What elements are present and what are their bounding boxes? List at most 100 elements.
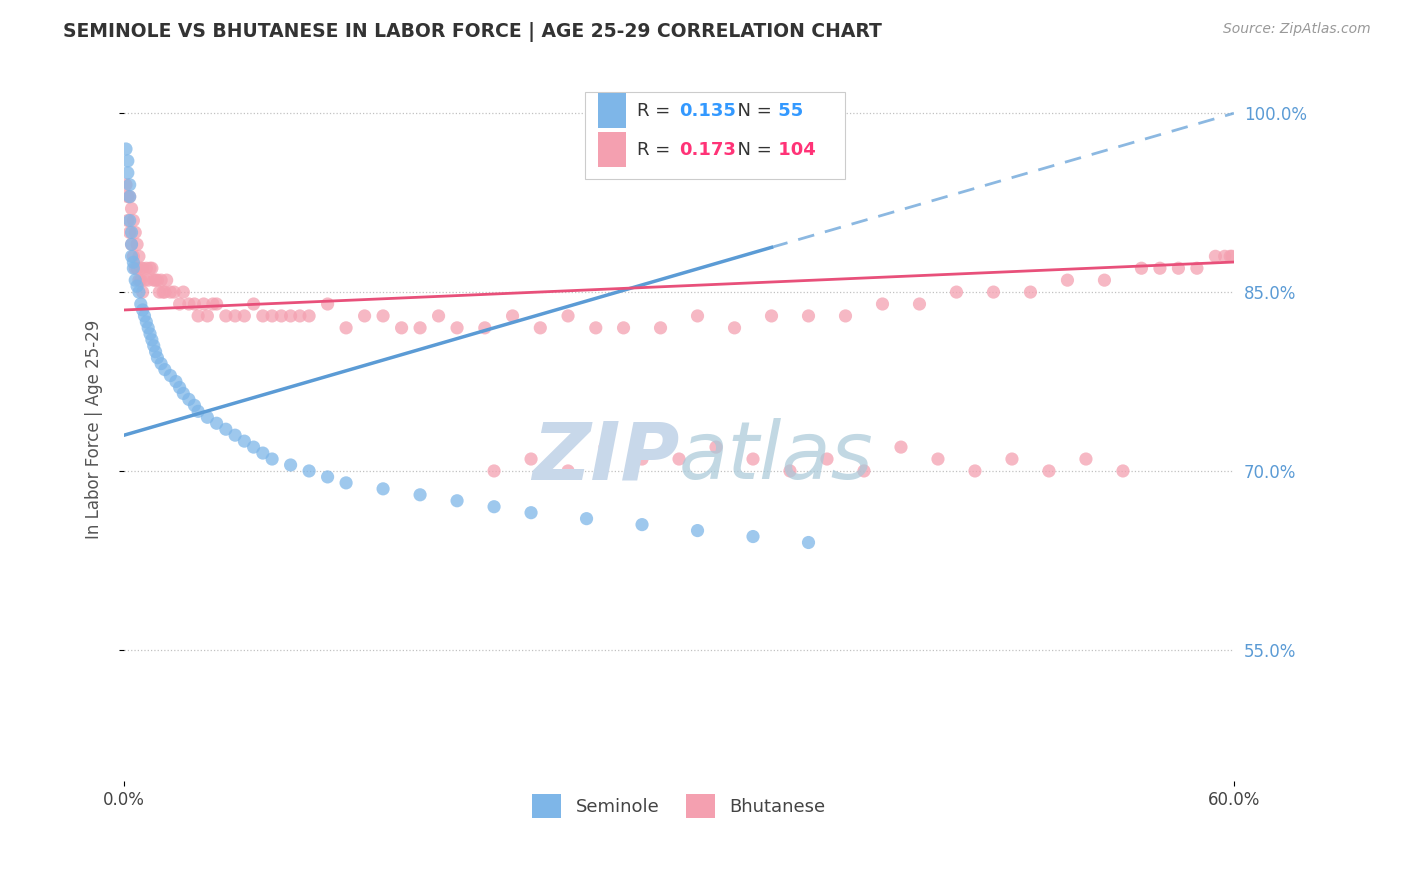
Point [117,166,139,180]
Point [118,190,141,204]
Point [135,261,157,276]
Point [593,440,616,454]
Point [142,273,165,287]
Point [983,285,1005,299]
Point [502,309,524,323]
Point [205,297,228,311]
Point [134,309,156,323]
Point [927,452,949,467]
Point [118,178,141,192]
Point [686,309,709,323]
Point [215,422,238,436]
Point [121,237,143,252]
Legend: Seminole, Bhutanese: Seminole, Bhutanese [524,787,834,825]
Point [409,488,432,502]
Point [131,285,153,299]
Point [224,309,246,323]
Point [124,273,146,287]
Point [520,506,543,520]
Point [1149,261,1171,276]
Point [177,297,200,311]
Point [1167,261,1189,276]
Text: Source: ZipAtlas.com: Source: ZipAtlas.com [1223,22,1371,37]
Point [169,380,191,394]
Point [131,261,153,276]
Point [853,464,876,478]
Point [122,213,145,227]
Point [612,321,634,335]
Point [128,285,150,299]
Point [129,297,152,311]
Point [146,273,169,287]
Text: 55: 55 [772,102,803,120]
Point [205,417,228,431]
Point [298,464,321,478]
Point [139,326,162,341]
Point [169,297,191,311]
Point [575,511,598,525]
Point [159,285,181,299]
Point [371,482,394,496]
Y-axis label: In Labor Force | Age 25-29: In Labor Force | Age 25-29 [86,319,103,539]
Point [520,452,543,467]
Point [335,475,357,490]
Point [135,315,157,329]
Point [156,273,179,287]
Point [125,279,148,293]
Point [224,428,246,442]
Point [153,285,176,299]
Point [262,452,284,467]
Point [482,464,505,478]
Text: R =: R = [637,141,676,159]
Point [121,249,143,263]
Point [193,297,215,311]
Point [117,213,139,227]
Point [172,285,194,299]
Point [316,297,339,311]
Point [1185,261,1208,276]
Point [890,440,912,454]
Text: N =: N = [725,102,778,120]
Point [1074,452,1097,467]
Point [742,452,765,467]
Point [233,309,256,323]
Point [631,517,654,532]
Point [262,309,284,323]
Text: atlas: atlas [679,418,873,496]
Point [195,410,218,425]
Point [118,213,141,227]
Point [631,452,654,467]
Point [288,309,311,323]
Point [146,351,169,365]
Point [128,273,150,287]
Point [650,321,672,335]
Point [172,386,194,401]
Point [215,309,238,323]
Point [124,261,146,276]
Point [723,321,745,335]
Point [142,339,165,353]
Text: 0.173: 0.173 [679,141,735,159]
Point [1019,285,1042,299]
Point [159,368,181,383]
Point [125,237,148,252]
Point [1038,464,1060,478]
Text: N =: N = [725,141,778,159]
Point [129,273,152,287]
Point [242,440,264,454]
Point [195,309,218,323]
Point [122,249,145,263]
Text: 104: 104 [772,141,815,159]
Point [815,452,838,467]
Point [945,285,967,299]
Point [121,226,143,240]
Point [834,309,856,323]
Point [1220,249,1243,263]
Point [335,321,357,335]
Bar [598,94,626,128]
Point [252,446,274,460]
Point [474,321,496,335]
Point [409,321,432,335]
Point [742,530,765,544]
Point [316,470,339,484]
